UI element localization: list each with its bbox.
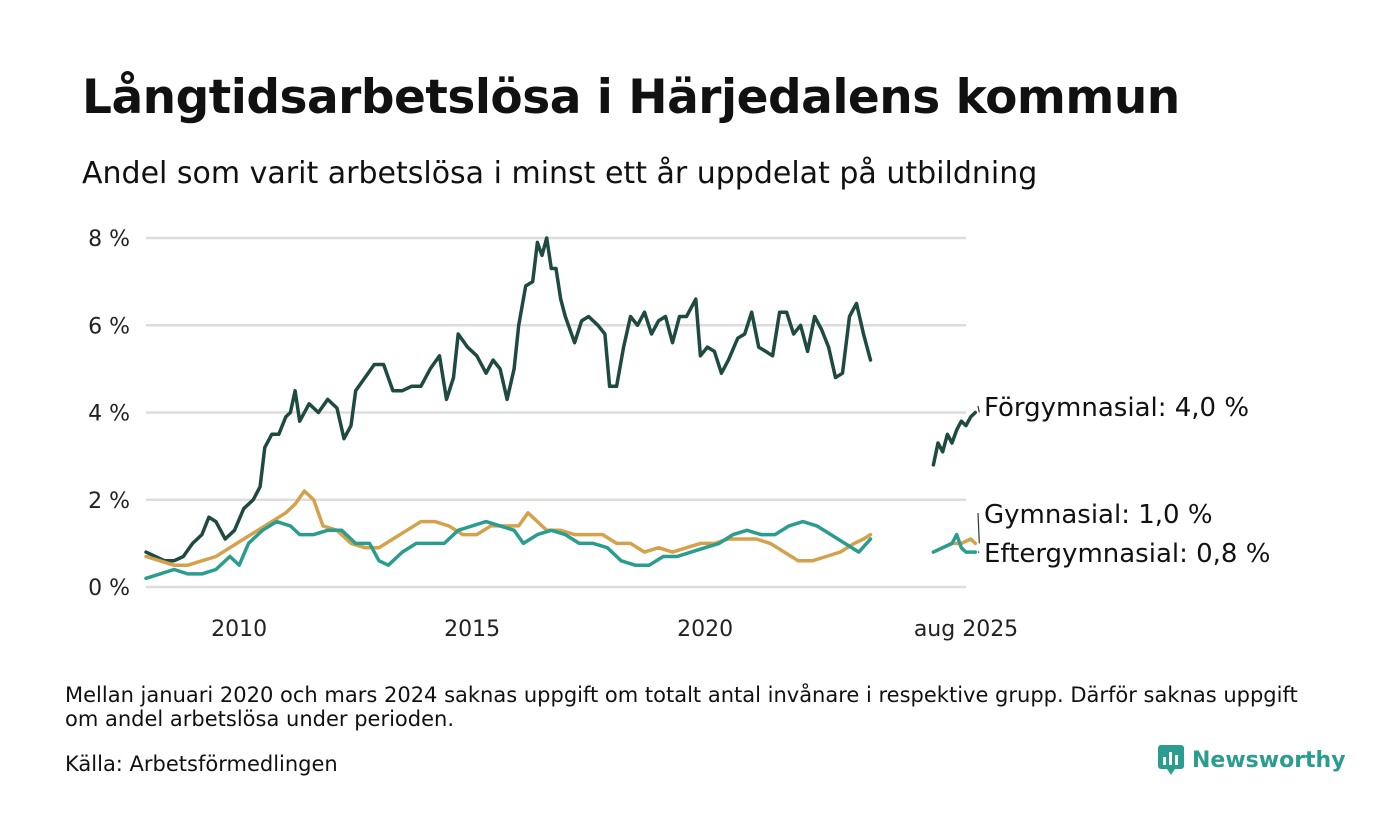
x-tick-label: 2020 — [677, 617, 733, 642]
series-line-förgymnasial — [931, 410, 978, 467]
y-tick-label: 4 % — [88, 402, 130, 427]
y-tick-label: 6 % — [88, 314, 130, 339]
series-line-eftergymnasial — [144, 519, 873, 581]
brand-name: Newsworthy — [1192, 747, 1346, 773]
end-label-leader — [977, 512, 980, 544]
chart-title: Långtidsarbetslösa i Härjedalens kommun — [82, 70, 1180, 125]
x-axis-tick-labels: 2010 2015 2020 aug 2025 — [211, 617, 1018, 642]
y-tick-label: 0 % — [88, 576, 130, 601]
series-lines — [144, 236, 978, 581]
y-tick-label: 2 % — [88, 489, 130, 514]
end-label-gymnasial: Gymnasial: 1,0 % — [984, 500, 1213, 530]
grid-lines — [146, 236, 966, 589]
line-chart: 0 % 2 % 4 % 6 % 8 % 2010 2015 2020 aug 2025 För… — [88, 227, 1270, 642]
x-tick-label: 2010 — [211, 617, 267, 642]
series-line-förgymnasial — [144, 236, 873, 563]
chart-subtitle: Andel som varit arbetslösa i minst ett å… — [82, 156, 1038, 191]
footnote: Mellan januari 2020 och mars 2024 saknas… — [65, 683, 1298, 731]
newsworthy-logo-icon — [1158, 745, 1184, 775]
newsworthy-brand[interactable]: Newsworthy — [1158, 745, 1346, 775]
x-tick-label: 2015 — [444, 617, 500, 642]
series-line-eftergymnasial — [931, 532, 978, 554]
y-axis-tick-labels: 0 % 2 % 4 % 6 % 8 % — [88, 227, 130, 601]
end-label-förgymnasial: Förgymnasial: 4,0 % — [984, 393, 1249, 423]
x-tick-label: aug 2025 — [914, 617, 1018, 642]
series-end-labels: Förgymnasial: 4,0 % Gymnasial: 1,0 % Efter… — [977, 393, 1270, 569]
y-tick-label: 8 % — [88, 227, 130, 252]
end-label-eftergymnasial: Eftergymnasial: 0,8 % — [984, 539, 1270, 569]
end-label-leader — [977, 405, 980, 413]
series-line-gymnasial — [144, 489, 873, 567]
source-text: Källa: Arbetsförmedlingen — [65, 752, 338, 776]
